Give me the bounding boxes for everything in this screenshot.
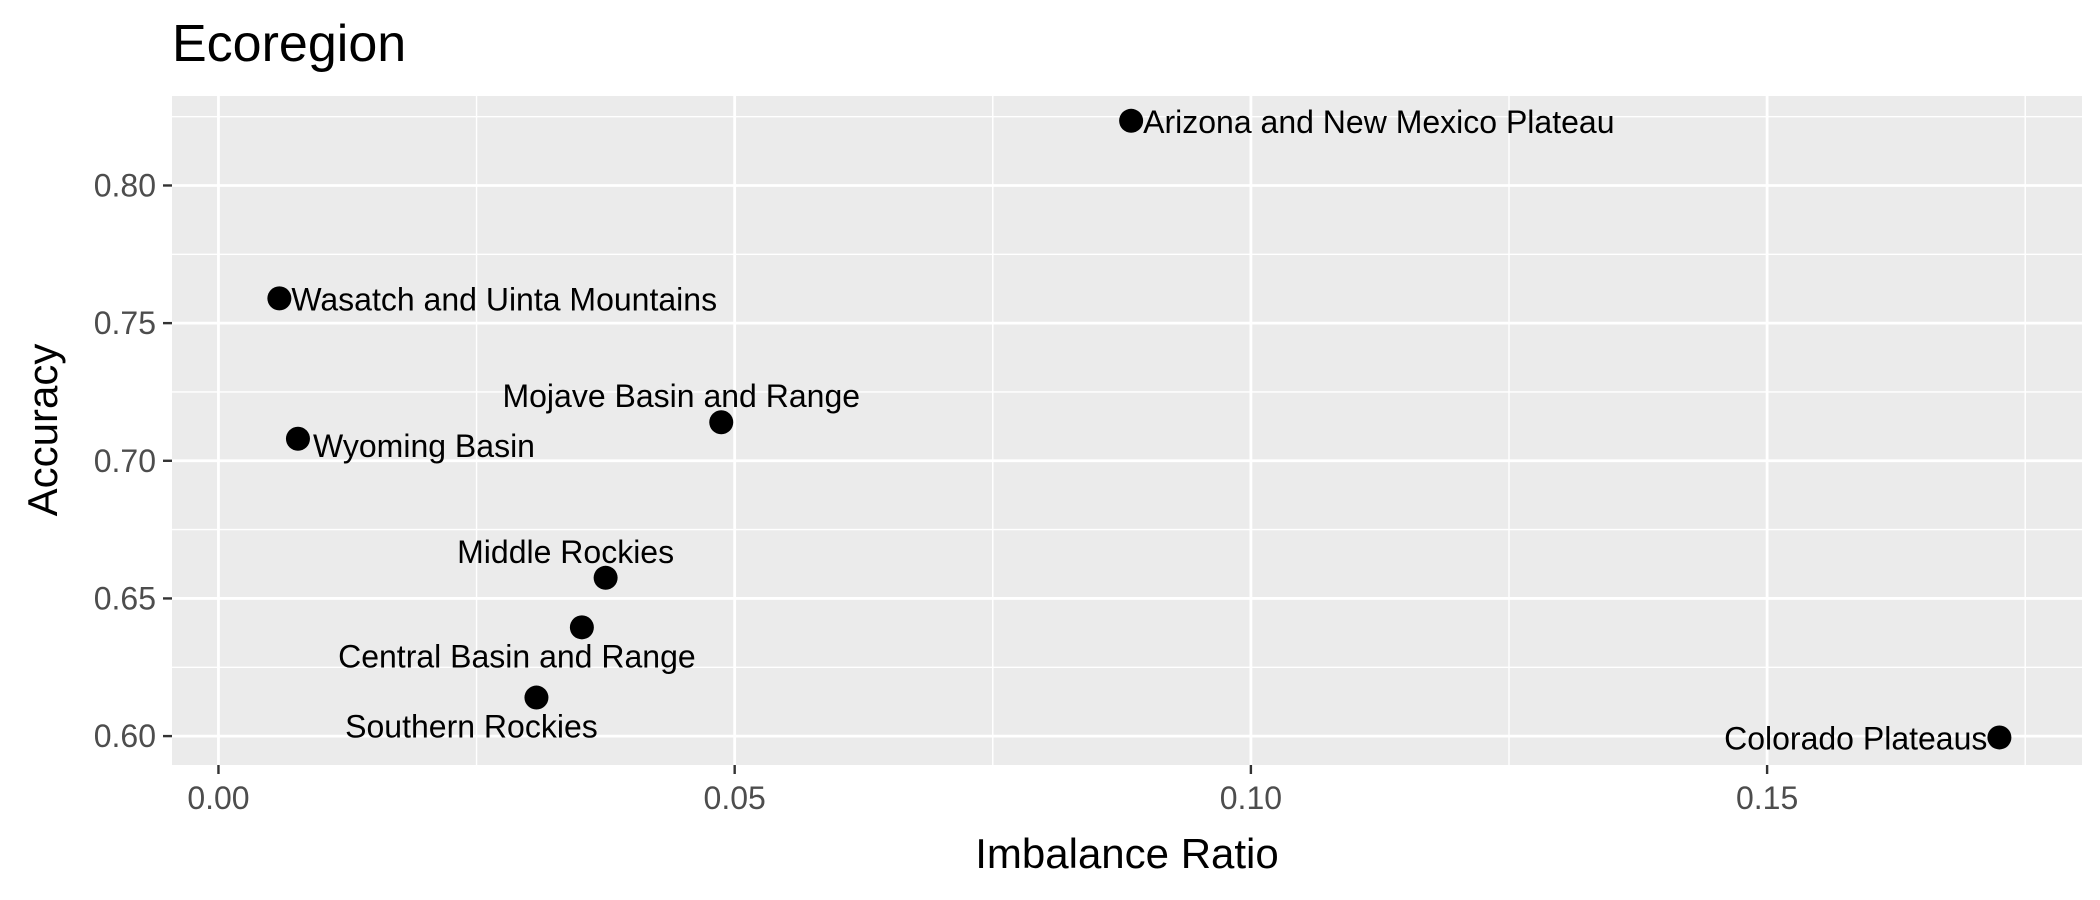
x-tick-label-2: 0.10 xyxy=(1220,780,1282,816)
data-point-7 xyxy=(1987,725,2012,750)
data-label-3: Wyoming Basin xyxy=(313,428,535,464)
data-points xyxy=(267,108,2012,750)
data-label-4: Middle Rockies xyxy=(457,534,674,570)
minor-gridlines xyxy=(172,96,2082,765)
y-tick-label-1: 0.65 xyxy=(94,580,156,616)
y-tick-label-3: 0.75 xyxy=(94,305,156,341)
data-point-1 xyxy=(267,286,292,311)
data-label-7: Colorado Plateaus xyxy=(1724,720,1987,756)
y-axis-title: Accuracy xyxy=(19,344,66,517)
data-label-5: Central Basin and Range xyxy=(338,638,696,674)
chart-title: Ecoregion xyxy=(172,15,406,73)
data-point-5 xyxy=(569,615,594,640)
plot-panel xyxy=(172,96,2082,765)
x-tick-label-3: 0.15 xyxy=(1736,780,1798,816)
x-tick-label-0: 0.00 xyxy=(187,780,249,816)
y-tick-label-4: 0.80 xyxy=(94,167,156,203)
x-tick-label-1: 0.05 xyxy=(704,780,766,816)
data-point-0 xyxy=(1119,108,1144,133)
y-tick-label-0: 0.60 xyxy=(94,718,156,754)
y-tick-label-2: 0.70 xyxy=(94,443,156,479)
data-point-3 xyxy=(285,426,310,451)
data-label-2: Mojave Basin and Range xyxy=(502,378,860,414)
data-label-1: Wasatch and Uinta Mountains xyxy=(291,281,717,317)
x-axis-title: Imbalance Ratio xyxy=(975,830,1279,877)
data-labels: Arizona and New Mexico Plateau Wasatch an… xyxy=(291,104,1987,757)
data-point-2 xyxy=(709,410,734,435)
data-label-0: Arizona and New Mexico Plateau xyxy=(1143,104,1614,140)
major-gridlines xyxy=(172,96,2082,765)
data-label-6: Southern Rockies xyxy=(345,709,598,745)
data-point-4 xyxy=(593,565,618,590)
y-axis: 0.60 0.65 0.70 0.75 0.80 xyxy=(94,167,172,754)
x-axis: 0.00 0.05 0.10 0.15 xyxy=(187,765,1798,816)
data-point-6 xyxy=(524,685,549,710)
